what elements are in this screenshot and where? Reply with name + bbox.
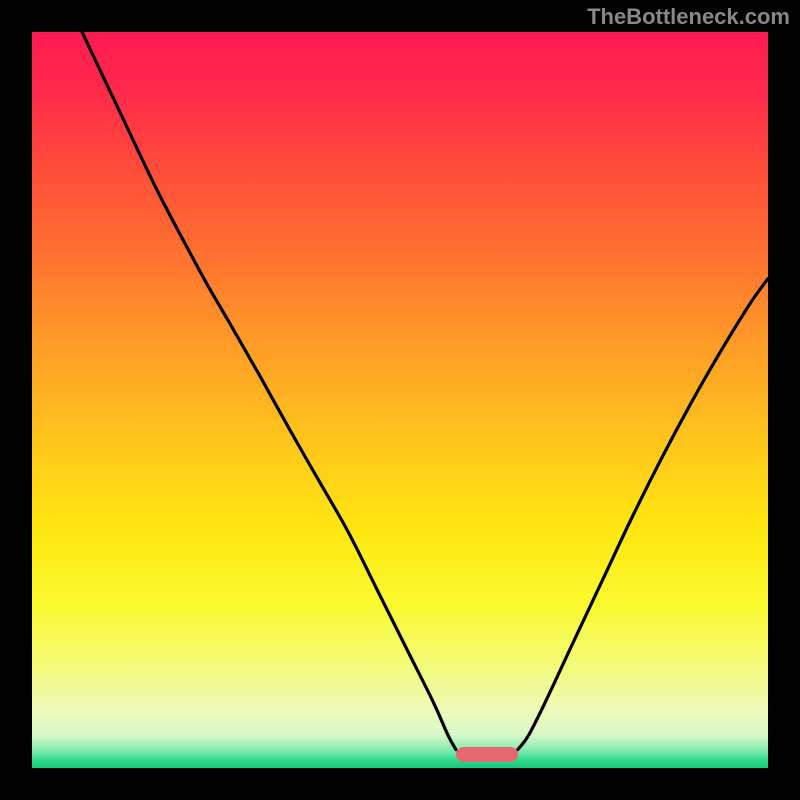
bottleneck-curve — [32, 32, 768, 768]
plot-area — [32, 32, 768, 768]
watermark-label: TheBottleneck.com — [587, 4, 790, 30]
optimal-marker — [456, 747, 519, 762]
chart-container: TheBottleneck.com — [0, 0, 800, 800]
